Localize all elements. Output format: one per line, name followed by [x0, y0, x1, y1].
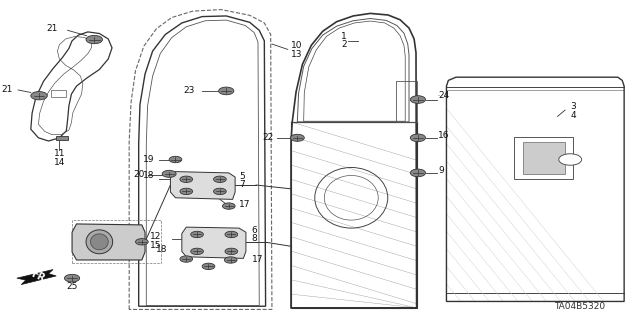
- Circle shape: [225, 257, 237, 263]
- Text: 23: 23: [183, 86, 195, 95]
- Circle shape: [191, 248, 204, 255]
- Text: 20: 20: [134, 170, 145, 179]
- Text: 14: 14: [54, 158, 65, 167]
- Text: 11: 11: [54, 149, 65, 158]
- Text: 1: 1: [341, 32, 347, 41]
- Circle shape: [191, 231, 204, 238]
- Text: 12: 12: [150, 232, 161, 241]
- Polygon shape: [72, 224, 145, 260]
- Text: 8: 8: [252, 234, 257, 243]
- Text: TA04B5320: TA04B5320: [554, 302, 605, 311]
- Text: 6: 6: [252, 226, 257, 235]
- Text: 15: 15: [150, 241, 162, 250]
- Circle shape: [162, 170, 176, 177]
- Text: 25: 25: [67, 282, 77, 291]
- Circle shape: [225, 231, 237, 238]
- Text: 19: 19: [143, 155, 154, 164]
- Circle shape: [410, 169, 426, 177]
- Ellipse shape: [90, 234, 108, 250]
- Text: 7: 7: [239, 180, 244, 189]
- Circle shape: [219, 87, 234, 95]
- Text: 4: 4: [570, 111, 576, 120]
- Ellipse shape: [86, 230, 113, 254]
- Text: 13: 13: [291, 50, 303, 59]
- Polygon shape: [56, 136, 68, 140]
- Text: 24: 24: [438, 91, 449, 100]
- Circle shape: [31, 92, 47, 100]
- Circle shape: [410, 134, 426, 142]
- Circle shape: [202, 263, 215, 270]
- Polygon shape: [170, 172, 235, 199]
- Text: FR.: FR.: [29, 269, 50, 286]
- Text: 9: 9: [438, 166, 444, 175]
- Text: 22: 22: [262, 133, 273, 142]
- Circle shape: [214, 176, 227, 182]
- Polygon shape: [523, 142, 565, 174]
- Text: 21: 21: [2, 85, 13, 94]
- Circle shape: [223, 203, 235, 209]
- Circle shape: [65, 274, 79, 282]
- Circle shape: [214, 188, 227, 195]
- Text: 16: 16: [438, 131, 450, 140]
- Text: 10: 10: [291, 41, 303, 50]
- Text: 18: 18: [156, 245, 167, 254]
- Circle shape: [180, 176, 193, 182]
- Circle shape: [169, 156, 182, 163]
- Polygon shape: [182, 227, 246, 258]
- Circle shape: [291, 134, 304, 141]
- Circle shape: [86, 35, 102, 44]
- Text: 2: 2: [341, 40, 347, 49]
- Text: 5: 5: [239, 172, 244, 181]
- Circle shape: [180, 256, 193, 262]
- Circle shape: [410, 96, 426, 103]
- Polygon shape: [17, 270, 56, 285]
- Circle shape: [559, 154, 582, 165]
- Text: 3: 3: [570, 102, 576, 111]
- Text: 24: 24: [438, 95, 440, 96]
- Circle shape: [225, 248, 237, 255]
- Circle shape: [136, 239, 148, 245]
- Text: 17: 17: [252, 256, 263, 264]
- Text: 21: 21: [46, 24, 58, 33]
- Circle shape: [180, 188, 193, 195]
- Text: 17: 17: [239, 200, 250, 209]
- Text: 18: 18: [143, 171, 154, 180]
